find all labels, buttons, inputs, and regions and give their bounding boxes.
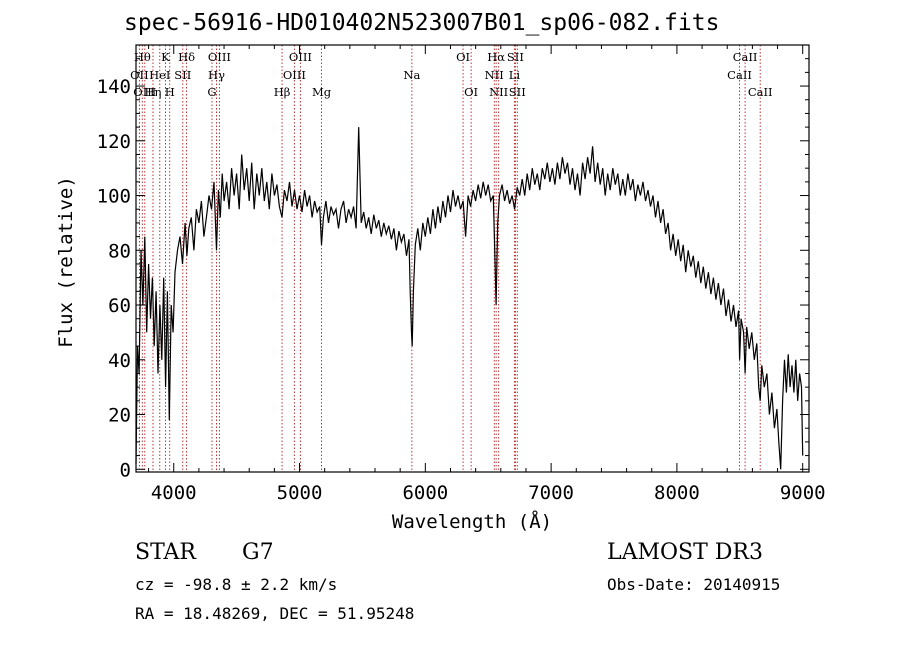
redshift-velocity: cz = -98.8 ± 2.2 km/s: [135, 575, 338, 594]
spectral-line-label: OII: [130, 68, 149, 82]
spectral-line-label: Na: [403, 68, 420, 82]
spectral-line-label: OIII: [208, 50, 231, 64]
spectral-line-label: CaII: [733, 50, 758, 64]
spectral-line-label: SII: [507, 50, 524, 64]
y-tick-label: 40: [108, 350, 131, 372]
spectral-line-label: Hβ: [274, 85, 291, 99]
y-tick-label: 140: [97, 76, 131, 98]
spectral-line-label: Li: [509, 68, 521, 82]
spectral-line-label: CaII: [748, 85, 773, 99]
spectral-line-label: OI: [464, 85, 478, 99]
observation-date: Obs-Date: 20140915: [607, 575, 781, 594]
spectral-line-label: SII: [509, 85, 526, 99]
chart-title: spec-56916-HD010402N523007B01_sp06-082.f…: [124, 10, 720, 36]
x-axis-label: Wavelength (Å): [392, 510, 552, 533]
spectral-line-label: NII: [489, 85, 508, 99]
spectral-line-label: Hθ: [134, 50, 151, 64]
spectral-line-label: OIII: [133, 85, 156, 99]
spectral-line-label: Mg: [312, 85, 332, 99]
spectral-line-labels: OIIHθOIIIHηHeIKHSIIHδGHγOIIIHβOIIIOIIIMg…: [130, 50, 772, 99]
plot-frame: [135, 44, 810, 473]
x-tick-label: 5000: [277, 482, 323, 504]
spectral-line-label: Hα: [487, 50, 505, 64]
x-tick-label: 4000: [151, 482, 197, 504]
axis-ticks: 4000 5000 6000 7000 8000 9000 0 20 40 60 80 100 120 1…: [97, 45, 826, 504]
x-tick-label: 7000: [528, 482, 574, 504]
spectral-line-label: H: [165, 85, 175, 99]
spectral-line-label: NII: [485, 68, 504, 82]
spectral-line-label: K: [161, 50, 170, 64]
object-class: STAR: [135, 540, 196, 565]
y-tick-label: 120: [97, 131, 131, 153]
spectral-line-label: OIII: [283, 68, 306, 82]
y-tick-label: 100: [97, 186, 131, 208]
x-tick-label: 9000: [780, 482, 826, 504]
spectral-line-label: OI: [456, 50, 470, 64]
y-tick-label: 20: [108, 405, 131, 427]
spectral-line-markers: [138, 45, 761, 472]
y-tick-label: 80: [108, 240, 131, 262]
y-tick-label: 60: [108, 295, 131, 317]
x-tick-label: 6000: [402, 482, 448, 504]
spectral-line-label: Hγ: [208, 68, 225, 82]
spectral-line-label: SII: [174, 68, 191, 82]
spectral-line-label: G: [207, 85, 216, 99]
spectral-line-label: HeI: [149, 68, 170, 82]
subclass: G7: [242, 540, 274, 565]
survey-name: LAMOST DR3: [607, 540, 763, 565]
spectral-line-label: CaII: [727, 68, 752, 82]
spectral-line-label: OIII: [289, 50, 312, 64]
y-axis-label: Flux (relative): [55, 176, 77, 348]
x-tick-label: 8000: [654, 482, 700, 504]
spectrum-line: [135, 127, 804, 470]
y-tick-label: 0: [120, 459, 131, 481]
spectral-line-label: Hη: [145, 85, 162, 99]
coordinates: RA = 18.48269, DEC = 51.95248: [135, 604, 415, 623]
spectral-line-label: Hδ: [178, 50, 195, 64]
